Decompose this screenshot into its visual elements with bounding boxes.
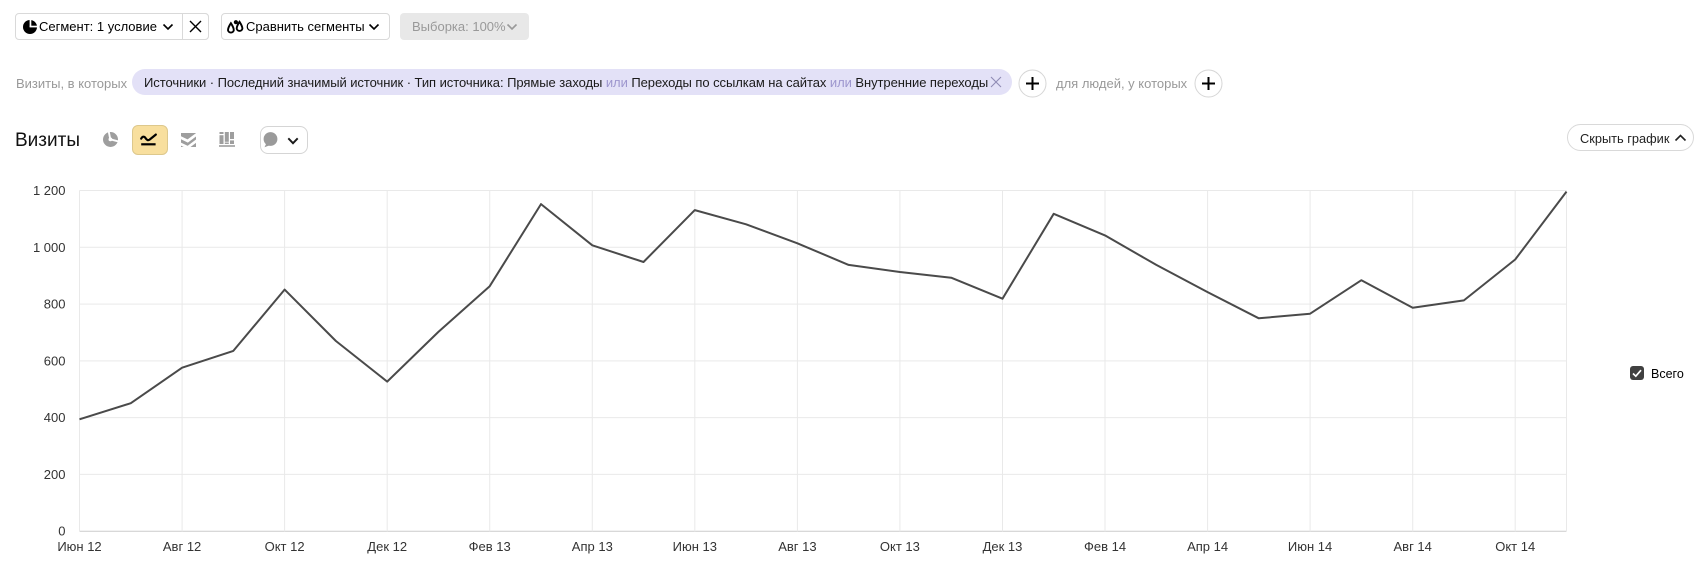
- svg-text:Окт 13: Окт 13: [880, 539, 920, 554]
- svg-text:Окт 12: Окт 12: [265, 539, 305, 554]
- svg-text:0: 0: [58, 524, 65, 539]
- svg-text:Дек 12: Дек 12: [367, 539, 407, 554]
- svg-text:Авг 14: Авг 14: [1394, 539, 1432, 554]
- svg-text:Июн 12: Июн 12: [57, 539, 101, 554]
- svg-text:Окт 14: Окт 14: [1495, 539, 1535, 554]
- svg-text:Апр 14: Апр 14: [1187, 539, 1228, 554]
- svg-text:200: 200: [44, 467, 66, 482]
- svg-text:Апр 13: Апр 13: [572, 539, 613, 554]
- svg-text:Авг 13: Авг 13: [778, 539, 816, 554]
- svg-text:Июн 14: Июн 14: [1288, 539, 1332, 554]
- svg-text:Авг 12: Авг 12: [163, 539, 201, 554]
- svg-text:Дек 13: Дек 13: [983, 539, 1023, 554]
- svg-text:600: 600: [44, 353, 66, 368]
- svg-text:Фев 13: Фев 13: [469, 539, 511, 554]
- svg-text:800: 800: [44, 297, 66, 312]
- svg-text:400: 400: [44, 410, 66, 425]
- svg-text:1 000: 1 000: [33, 240, 66, 255]
- svg-text:1 200: 1 200: [33, 183, 66, 198]
- svg-text:Фев 14: Фев 14: [1084, 539, 1126, 554]
- svg-text:Июн 13: Июн 13: [673, 539, 717, 554]
